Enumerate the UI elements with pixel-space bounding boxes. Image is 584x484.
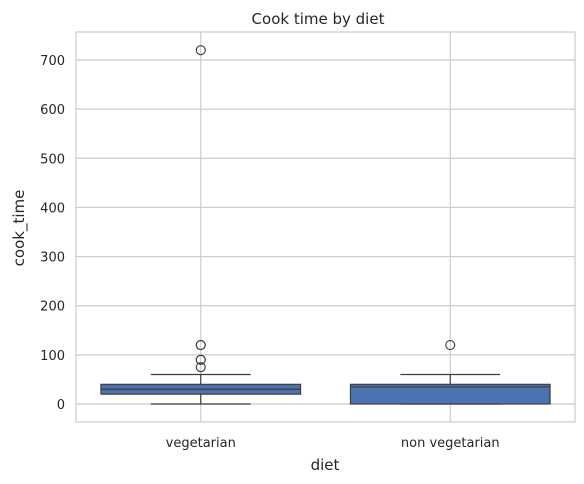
outlier-point bbox=[195, 354, 206, 365]
y-tick-label: 100 bbox=[40, 349, 65, 364]
box-iqr bbox=[349, 383, 551, 405]
y-tick-label: 300 bbox=[40, 251, 65, 266]
tick-labels: 0 100 200 300 400 500 600 700 vegetarian non vege… bbox=[40, 54, 499, 451]
y-tick-label: 500 bbox=[40, 152, 65, 167]
grid-lines bbox=[76, 32, 575, 422]
data-marks bbox=[100, 45, 551, 405]
outlier-point bbox=[195, 45, 206, 56]
chart-title: Cook time by diet bbox=[252, 10, 385, 28]
x-tick-label: non vegetarian bbox=[401, 436, 500, 451]
y-tick-label: 700 bbox=[40, 54, 65, 69]
x-tick-label: vegetarian bbox=[166, 436, 236, 451]
y-tick-label: 400 bbox=[40, 201, 65, 216]
y-tick-label: 600 bbox=[40, 103, 65, 118]
plot-frame bbox=[75, 31, 576, 423]
outlier-point bbox=[195, 339, 206, 351]
outlier-point bbox=[445, 339, 456, 351]
x-axis-label: diet bbox=[311, 456, 340, 474]
y-tick-label: 200 bbox=[40, 300, 65, 315]
outlier-point bbox=[195, 362, 206, 373]
box-group bbox=[100, 45, 302, 405]
y-axis-label: cook_time bbox=[10, 190, 29, 267]
y-tick-label: 0 bbox=[57, 398, 65, 413]
box-group bbox=[349, 339, 551, 405]
